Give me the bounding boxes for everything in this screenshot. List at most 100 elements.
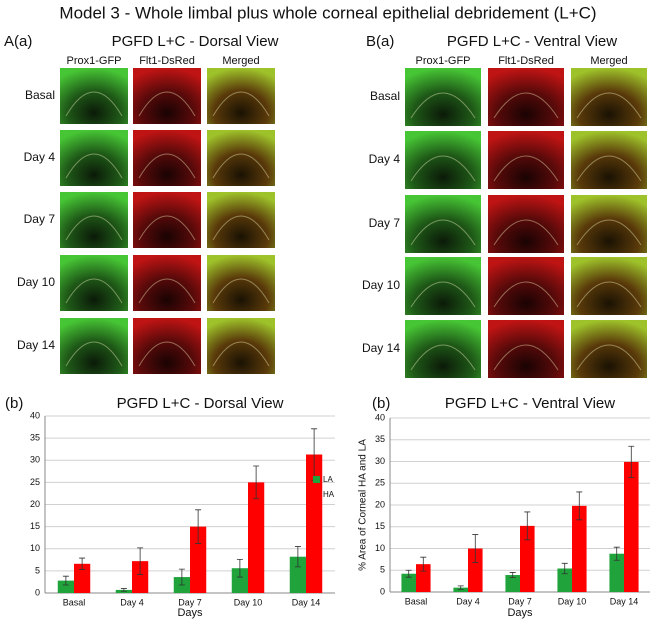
micrograph (133, 68, 201, 124)
error-bar (178, 568, 185, 586)
error-bar (561, 562, 568, 575)
column-header: Flt1-DsRed (139, 55, 195, 67)
micrograph (60, 318, 128, 374)
error-bar (613, 546, 620, 561)
micrograph (571, 320, 647, 378)
bar (190, 526, 207, 593)
micrograph (405, 320, 481, 378)
x-tick-label: Day 14 (292, 597, 321, 607)
eye-outline (410, 281, 476, 308)
error-bar (62, 575, 69, 586)
error-bar (576, 491, 583, 521)
bar (520, 525, 535, 592)
micrograph (488, 320, 564, 378)
bar (453, 587, 468, 592)
y-tick-label: 15 (375, 521, 385, 531)
y-tick-label: 15 (30, 521, 40, 531)
micrograph (488, 195, 564, 253)
x-tick-label: Day 7 (178, 597, 202, 607)
y-tick-label: 10 (375, 543, 385, 553)
micrograph (207, 318, 275, 374)
eye-outline (212, 278, 270, 304)
error-bar (457, 585, 464, 590)
micrograph (133, 130, 201, 186)
error-bar (420, 556, 427, 572)
eye-outline (138, 153, 196, 179)
y-tick-label: 40 (30, 410, 40, 420)
row-label: Basal (370, 89, 400, 103)
column-header: Prox1-GFP (66, 55, 121, 67)
eye-outline (212, 91, 270, 117)
y-tick-label: 20 (30, 499, 40, 509)
micrograph (60, 255, 128, 311)
eye-outline (410, 219, 476, 246)
eye-outline (65, 341, 123, 367)
row-label: Day 14 (17, 338, 55, 352)
y-tick-label: 35 (375, 434, 385, 444)
bar (557, 568, 572, 592)
micrograph (207, 192, 275, 248)
micrograph (133, 192, 201, 248)
bar (624, 461, 639, 592)
row-label: Day 10 (362, 278, 400, 292)
y-tick-label: 30 (375, 456, 385, 466)
legend-label: LA (323, 475, 333, 484)
y-tick-label: 30 (30, 455, 40, 465)
chart-title: PGFD L+C - Dorsal View (117, 395, 284, 412)
bar (401, 573, 416, 592)
eye-outline (576, 219, 642, 246)
eye-outline (410, 344, 476, 371)
y-tick-label: 0 (380, 586, 385, 596)
x-tick-label: Basal (63, 597, 86, 607)
bar (609, 553, 624, 592)
eye-outline (212, 153, 270, 179)
column-header: Merged (222, 55, 259, 67)
row-label: Day 7 (369, 216, 401, 230)
eye-outline (138, 278, 196, 304)
figure-title: Model 3 - Whole limbal plus whole cornea… (59, 3, 596, 22)
eye-outline (65, 278, 123, 304)
column-header: Merged (590, 55, 627, 67)
eye-outline (138, 215, 196, 241)
eye-outline (138, 91, 196, 117)
eye-outline (493, 155, 559, 182)
micrograph (405, 131, 481, 189)
panel-label: B(a) (366, 33, 394, 50)
y-tick-label: 5 (35, 565, 40, 575)
micrograph (571, 68, 647, 126)
bar (132, 561, 149, 593)
error-bar (195, 509, 202, 544)
eye-outline (576, 344, 642, 371)
bar (572, 505, 587, 592)
eye-outline (212, 341, 270, 367)
bar (74, 563, 91, 593)
panel-label: (b) (372, 395, 390, 412)
bar (505, 575, 520, 592)
legend-swatch (313, 491, 320, 498)
y-tick-label: 25 (30, 477, 40, 487)
row-label: Day 4 (24, 150, 56, 164)
y-tick-label: 0 (35, 587, 40, 597)
bar (57, 580, 74, 593)
chart-title: PGFD L+C - Ventral View (445, 395, 615, 412)
eye-outline (576, 92, 642, 119)
micrograph (133, 255, 201, 311)
error-bar (120, 588, 127, 592)
micrograph (133, 318, 201, 374)
column-header: Flt1-DsRed (498, 55, 554, 67)
row-label: Day 10 (17, 275, 55, 289)
y-tick-label: 20 (375, 499, 385, 509)
panel-heading: PGFD L+C - Ventral View (447, 33, 617, 50)
eye-outline (410, 155, 476, 182)
micrograph (405, 68, 481, 126)
panel-label: (b) (5, 395, 23, 412)
eye-outline (493, 219, 559, 246)
micrograph (571, 257, 647, 315)
row-label: Basal (25, 88, 55, 102)
micrograph (60, 68, 128, 124)
error-bar (79, 557, 86, 570)
bar (289, 556, 306, 593)
bar (306, 454, 323, 593)
eye-outline (493, 281, 559, 308)
